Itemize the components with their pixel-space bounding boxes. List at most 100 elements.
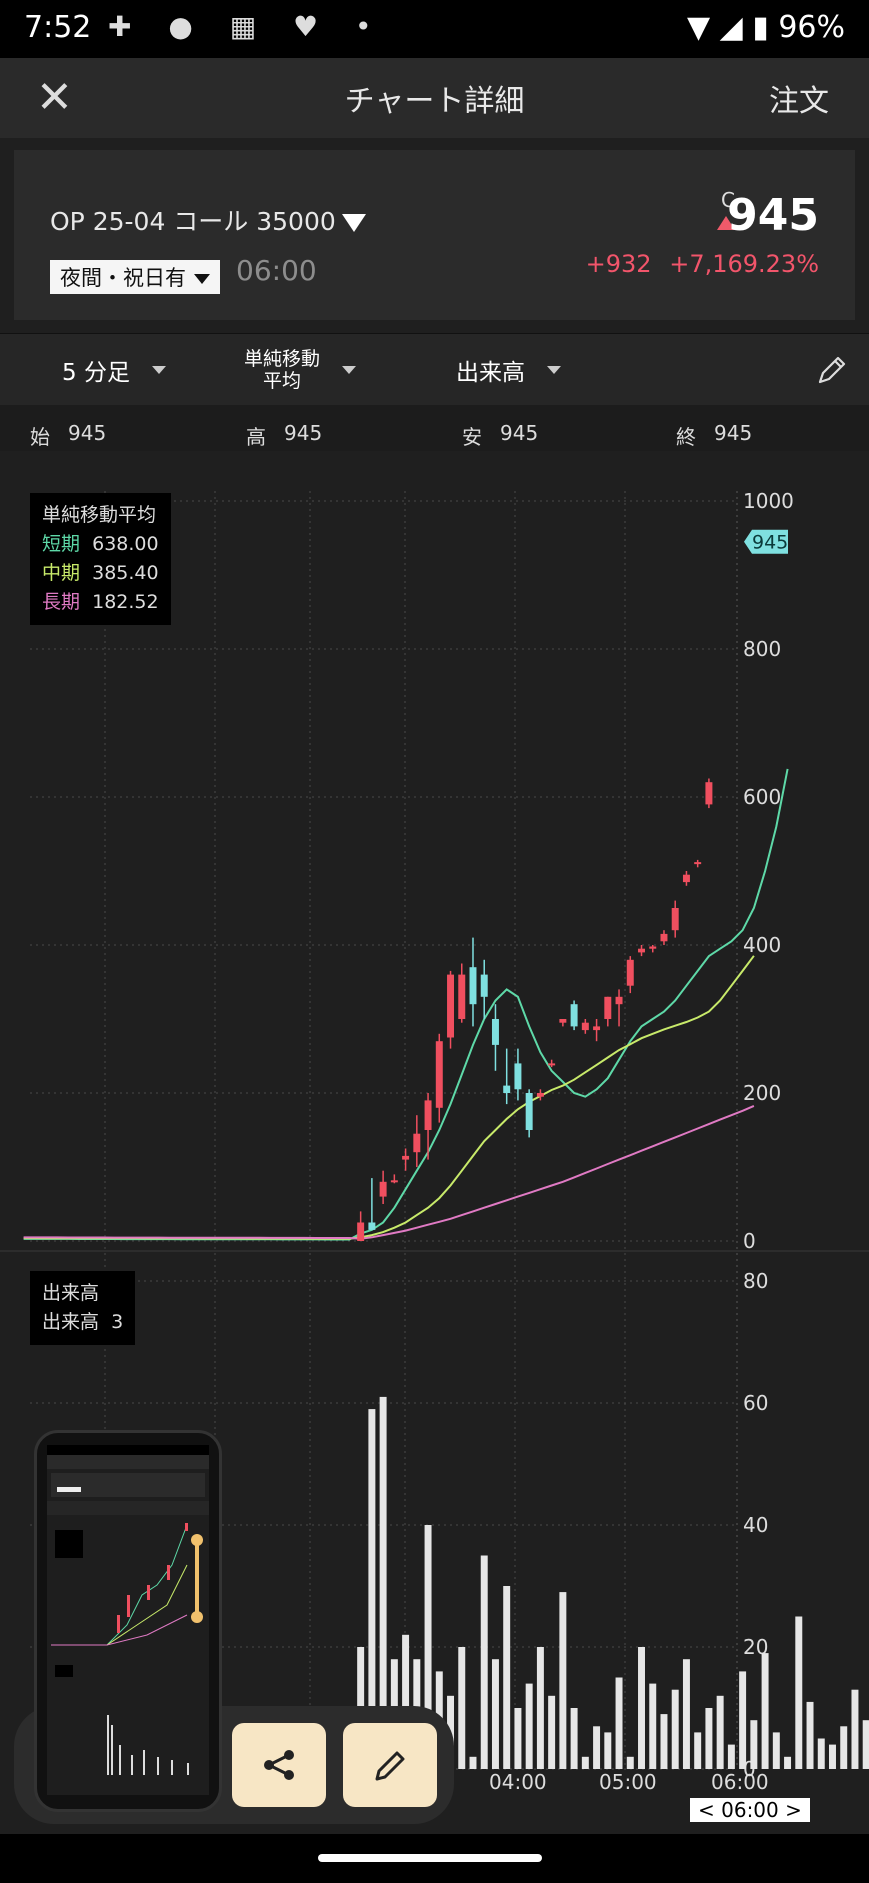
candle-body xyxy=(548,1063,556,1066)
session-selector[interactable]: 夜間・祝日有 xyxy=(50,260,220,294)
app-bar: チャート詳細 ✕ 注文 xyxy=(0,58,869,138)
screenshot-thumbnail xyxy=(47,1445,209,1795)
change-value: +932 xyxy=(585,250,652,278)
volume-legend-title: 出来高 xyxy=(42,1282,100,1304)
candle-body xyxy=(491,1019,499,1045)
candle-body xyxy=(424,1100,432,1130)
ma-line-長期 xyxy=(23,1104,755,1240)
instrument-selector[interactable]: OP 25-04 コール 35000 xyxy=(50,202,366,238)
ma-legend-title: 単純移動平均 xyxy=(42,504,157,526)
share-button[interactable] xyxy=(232,1723,326,1807)
screenshot-preview[interactable] xyxy=(34,1430,222,1812)
candle-body xyxy=(458,974,466,1019)
candle-body xyxy=(615,996,623,1005)
volume-bar xyxy=(784,1756,792,1769)
volume-bar xyxy=(581,1756,589,1769)
page-title: チャート詳細 xyxy=(344,84,525,119)
edit-button[interactable] xyxy=(343,1723,437,1807)
price-tick-label-200: 200 xyxy=(743,1081,781,1105)
time-tick-label-04:00: 04:00 xyxy=(489,1770,547,1794)
volume-bar xyxy=(671,1689,679,1769)
volume-bar xyxy=(458,1647,466,1769)
volume-tick-label-40: 40 xyxy=(743,1513,768,1537)
volume-bar xyxy=(469,1756,477,1769)
caret-down-icon xyxy=(151,366,166,374)
ma-short-label: 短期 xyxy=(42,533,81,555)
indicator-label: 単純移動 平均 xyxy=(244,348,320,392)
home-gesture-pill[interactable] xyxy=(318,1854,542,1862)
candle-body xyxy=(671,908,679,931)
indicator-label-line2: 平均 xyxy=(263,370,302,392)
current-time-box[interactable]: < 06:00 > xyxy=(690,1798,810,1822)
up-arrow-icon xyxy=(717,216,735,230)
volume-bar xyxy=(817,1738,825,1769)
candle-body xyxy=(626,959,634,986)
volume-bar xyxy=(604,1732,612,1769)
candle-body xyxy=(503,1085,511,1093)
session-dropdown-icon xyxy=(194,274,210,284)
candle-body xyxy=(480,974,488,997)
volume-bar xyxy=(559,1592,567,1769)
navigation-bar xyxy=(0,1834,869,1883)
share-icon xyxy=(264,1750,294,1780)
edit-pencil-icon xyxy=(375,1751,405,1781)
candle-body xyxy=(514,1063,522,1090)
order-button[interactable]: 注文 xyxy=(769,84,829,119)
ma-mid-value: 385.40 xyxy=(92,562,159,584)
ma-long-value: 182.52 xyxy=(92,591,159,613)
volume-bar xyxy=(593,1726,601,1769)
caret-down-icon xyxy=(342,366,357,374)
candle-body xyxy=(593,1026,601,1031)
high-value: 945 xyxy=(284,421,323,445)
candle-body xyxy=(570,1004,578,1027)
volume-bar xyxy=(615,1677,623,1769)
indicator-dropdown[interactable]: 単純移動 平均 xyxy=(244,334,357,406)
volume-bar xyxy=(536,1647,544,1769)
volume-bar xyxy=(829,1744,836,1769)
current-price: 945 xyxy=(727,190,819,241)
candle-body xyxy=(402,1155,410,1160)
volume-bar xyxy=(638,1647,645,1769)
status-bar: 7:52 ✚ ● ▦ ♥ • ▼ ◢ ▮ 96% xyxy=(0,0,869,58)
last-price-tag xyxy=(744,529,788,554)
status-right: ▼ ◢ ▮ 96% xyxy=(687,10,845,45)
candle-body xyxy=(705,782,713,805)
indicator-label-line1: 単純移動 xyxy=(244,348,321,370)
volume-bar xyxy=(795,1616,803,1769)
close-icon[interactable]: ✕ xyxy=(36,72,73,123)
volume-bar xyxy=(570,1708,578,1769)
battery-percent: 96% xyxy=(778,10,845,45)
price-tick-label-0: 0 xyxy=(743,1229,756,1253)
volume-bar xyxy=(491,1659,499,1769)
volume-bar xyxy=(739,1671,747,1769)
low-value: 945 xyxy=(500,421,539,445)
pencil-icon[interactable] xyxy=(814,352,850,388)
price-tick-label-800: 800 xyxy=(743,637,781,661)
volume-bar xyxy=(379,1396,387,1769)
volume-bar xyxy=(851,1689,859,1769)
volume-bar xyxy=(402,1634,410,1769)
candle-body xyxy=(604,996,612,1019)
ma-legend: 単純移動平均 短期 638.00 中期 385.40 長期 182.52 xyxy=(30,493,171,625)
candle-body xyxy=(660,933,668,942)
volume-bar xyxy=(750,1720,758,1769)
volume-bar xyxy=(548,1695,556,1769)
candle-body xyxy=(379,1181,387,1197)
price-change: +932 +7,169.23% xyxy=(586,250,819,278)
caret-down-icon xyxy=(547,366,561,374)
interval-dropdown[interactable]: 5 分足 xyxy=(62,334,166,406)
candle-body xyxy=(390,1180,398,1183)
volume-bar xyxy=(480,1555,488,1769)
volume-bar xyxy=(862,1720,869,1769)
instrument-panel: OP 25-04 コール 35000 夜間・祝日有 06:00 C 945 +9… xyxy=(14,150,855,320)
volume-bar xyxy=(761,1653,769,1769)
volume-bar xyxy=(840,1726,848,1769)
interval-label: 5 分足 xyxy=(62,360,130,386)
volume-bar xyxy=(694,1732,702,1769)
candle-body xyxy=(469,967,477,1005)
volume-bar xyxy=(682,1659,690,1769)
ma-long-label: 長期 xyxy=(42,591,81,613)
sub-indicator-dropdown[interactable]: 出来高 xyxy=(456,334,561,406)
candle-body xyxy=(435,1041,443,1108)
candle-body xyxy=(413,1133,421,1153)
